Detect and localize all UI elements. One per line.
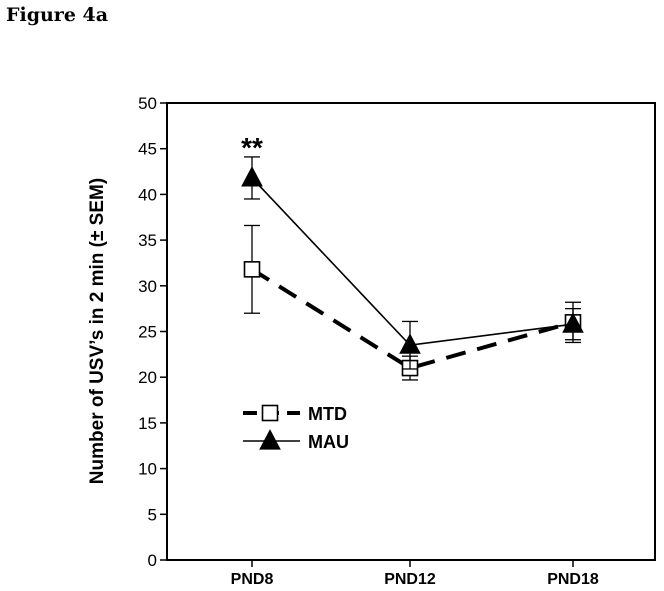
x-tick-label: PND12 xyxy=(384,571,436,588)
y-tick-label: 10 xyxy=(138,460,157,479)
y-tick-label: 40 xyxy=(138,185,157,204)
y-axis-ticks: 0 5 10 15 20 25 30 35 40 45 50 xyxy=(138,94,167,570)
y-tick-label: 5 xyxy=(148,505,157,524)
series-mtd xyxy=(243,224,582,381)
series-line-mtd xyxy=(250,267,574,371)
legend-label: MTD xyxy=(308,404,347,424)
series-layer xyxy=(241,156,584,381)
significance-annotation: ** xyxy=(241,132,263,163)
legend-item-mtd: MTD xyxy=(243,404,347,424)
x-axis-ticks: PND8 PND12 PND18 xyxy=(231,560,599,588)
y-tick-label: 30 xyxy=(138,277,157,296)
y-tick-label: 25 xyxy=(138,323,157,342)
y-tick-label: 35 xyxy=(138,231,157,250)
data-point xyxy=(241,166,263,187)
data-point xyxy=(399,333,421,354)
x-tick-label: PND8 xyxy=(231,571,274,588)
legend: MTD MAU xyxy=(243,404,349,452)
series-line-mau xyxy=(251,177,574,347)
annotations: ** xyxy=(241,132,263,163)
legend-marker xyxy=(259,429,281,450)
y-tick-label: 20 xyxy=(138,368,157,387)
figure-label: Figure 4a xyxy=(6,4,109,26)
y-tick-label: 15 xyxy=(138,414,157,433)
series-mau xyxy=(241,156,584,370)
data-point xyxy=(562,312,584,333)
y-tick-label: 50 xyxy=(138,94,157,113)
legend-marker xyxy=(261,404,279,422)
y-tick-label: 0 xyxy=(148,551,157,570)
y-tick-label: 45 xyxy=(138,140,157,159)
x-tick-label: PND18 xyxy=(547,571,599,588)
legend-item-mau: MAU xyxy=(243,429,349,452)
legend-label: MAU xyxy=(308,432,349,452)
y-axis-label: Number of USV’s in 2 min (± SEM) xyxy=(87,178,108,484)
data-point xyxy=(243,261,261,278)
